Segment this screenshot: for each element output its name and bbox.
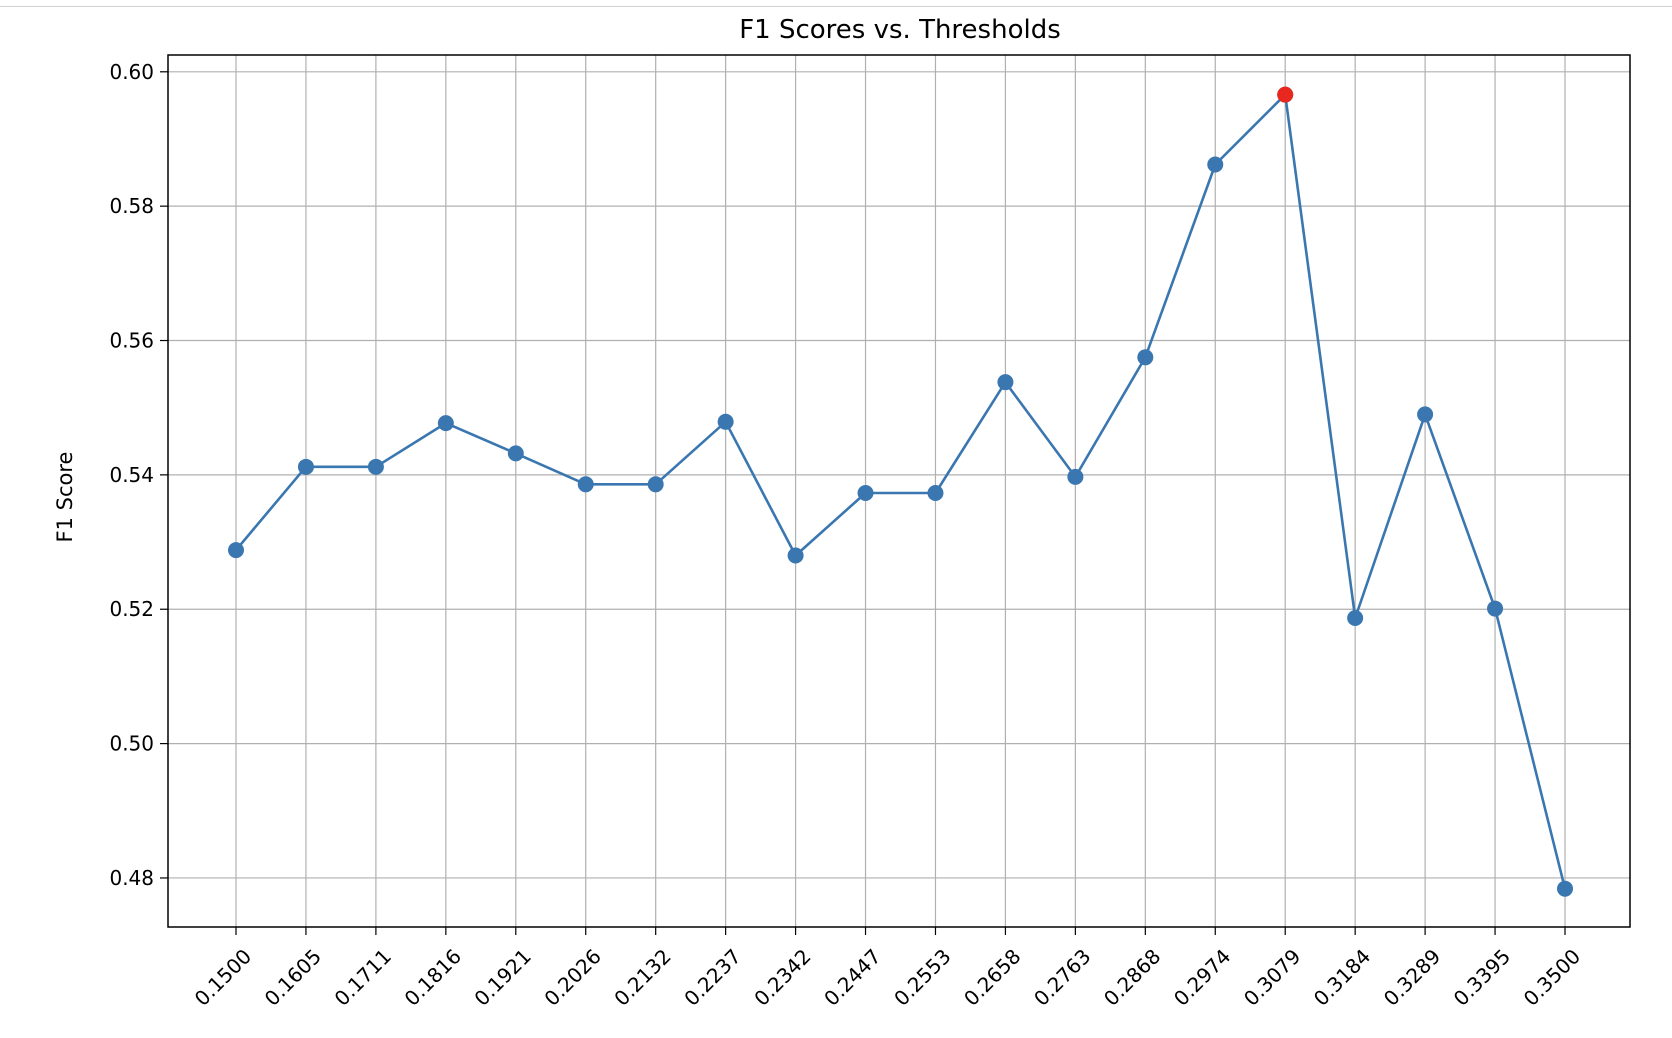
x-tick-label: 0.2447 xyxy=(819,944,885,1010)
data-point xyxy=(1137,349,1154,366)
y-tick-label: 0.50 xyxy=(109,732,154,756)
data-point xyxy=(577,476,594,493)
data-point xyxy=(927,485,944,502)
x-tick-label: 0.1500 xyxy=(190,944,256,1010)
grid xyxy=(168,55,1630,927)
data-point xyxy=(857,485,874,502)
x-tick-label: 0.2658 xyxy=(959,944,1025,1010)
data-point xyxy=(717,413,734,430)
x-tick-label: 0.2026 xyxy=(539,944,605,1010)
x-tick-label: 0.1816 xyxy=(400,944,466,1010)
y-axis-label: F1 Score xyxy=(53,452,77,543)
data-point xyxy=(1487,600,1504,617)
x-tick-label: 0.2763 xyxy=(1029,944,1095,1010)
x-tick-label: 0.2974 xyxy=(1169,944,1235,1010)
data-point xyxy=(297,458,314,475)
data-point xyxy=(997,374,1014,391)
y-tick-label: 0.58 xyxy=(109,194,154,218)
data-point xyxy=(1417,406,1434,423)
x-tick-label: 0.3500 xyxy=(1519,944,1585,1010)
x-tick-label: 0.2132 xyxy=(609,944,675,1010)
series-path xyxy=(235,93,1567,890)
data-point xyxy=(367,458,384,475)
data-point xyxy=(507,445,524,462)
x-tick-label: 0.3079 xyxy=(1239,944,1305,1010)
y-tick-label: 0.60 xyxy=(109,60,154,84)
x-tick-label: 0.3289 xyxy=(1379,944,1445,1010)
series-line xyxy=(235,93,1567,890)
x-tick-label: 0.3395 xyxy=(1449,944,1515,1010)
x-axis-ticks: 0.1500 0.1605 0.1711 0.1816 0.1921 0.2026 0.21… xyxy=(190,927,1585,1011)
x-tick-label: 0.2342 xyxy=(749,944,815,1010)
plot-frame xyxy=(167,54,1631,928)
data-point xyxy=(1067,468,1084,485)
data-point xyxy=(228,542,244,559)
best-threshold-point xyxy=(1277,86,1294,103)
data-point xyxy=(1557,880,1573,897)
y-tick-label: 0.56 xyxy=(109,329,154,353)
data-points xyxy=(228,86,1573,897)
x-tick-label: 0.3184 xyxy=(1309,944,1375,1010)
x-tick-label: 0.1605 xyxy=(260,944,326,1010)
y-tick-label: 0.54 xyxy=(109,463,154,487)
chart-title: F1 Scores vs. Thresholds xyxy=(739,15,1061,45)
data-point xyxy=(1207,156,1224,173)
x-tick-label: 0.2868 xyxy=(1099,944,1165,1010)
x-tick-label: 0.1921 xyxy=(469,944,535,1010)
data-point xyxy=(437,415,454,432)
y-tick-label: 0.48 xyxy=(109,866,154,890)
x-tick-label: 0.1711 xyxy=(330,944,396,1010)
data-point xyxy=(647,476,664,493)
x-tick-label: 0.2237 xyxy=(679,944,745,1010)
x-tick-label: 0.2553 xyxy=(889,944,955,1010)
data-point xyxy=(787,547,804,564)
window-top-border xyxy=(0,0,1672,7)
y-axis-ticks: 0.48 0.50 0.52 0.54 0.56 0.58 0.60 xyxy=(109,60,168,890)
y-tick-label: 0.52 xyxy=(109,597,154,621)
data-point xyxy=(1347,609,1364,626)
